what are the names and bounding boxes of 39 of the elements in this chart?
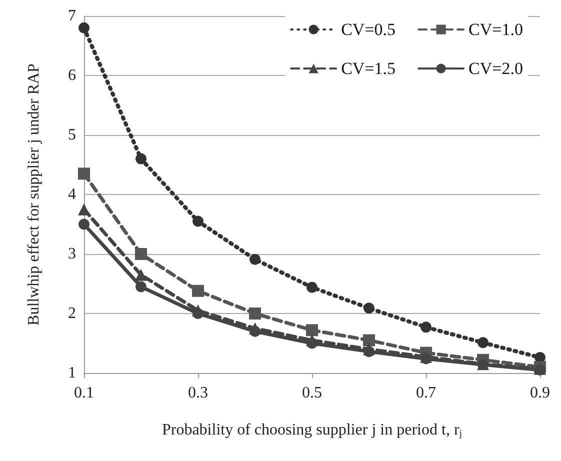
legend-label: CV=1.5 [341,59,396,78]
y-axis-title: Bullwhip effect for supplier j under RAP [26,63,42,326]
legend-label: CV=0.5 [341,20,396,39]
y-tick-label: 6 [68,67,76,84]
point [135,248,147,260]
point [249,308,261,320]
x-tick-label: 0.5 [302,384,322,402]
point [250,326,260,337]
y-tick-label: 2 [68,305,76,322]
point [135,268,147,281]
point [78,22,90,34]
y-tick-label: 1 [68,364,76,382]
point [192,216,204,227]
point [136,153,146,164]
y-tick-label: 3 [68,246,76,262]
point [478,337,488,348]
point [78,203,90,216]
point [306,324,318,336]
x-tick-label: 0.7 [416,384,436,402]
y-tick-label: 5 [68,126,76,144]
x-tick-label: 0.3 [188,384,208,402]
point [306,282,318,293]
point [192,308,204,319]
point [363,334,375,346]
point [364,302,374,314]
point [420,322,432,333]
point [78,168,90,180]
legend-label: CV=2.0 [468,59,523,78]
point [78,218,90,230]
y-tick-label: 7 [68,8,76,24]
point [250,254,260,265]
point [306,338,318,349]
point [136,281,146,292]
point [364,346,374,358]
y-tick-label: 4 [68,186,76,203]
legend-label: CV=1.0 [468,20,523,39]
x-tick-label: 0.1 [74,384,94,402]
point [192,284,204,297]
x-tick-label: 0.9 [530,384,550,402]
